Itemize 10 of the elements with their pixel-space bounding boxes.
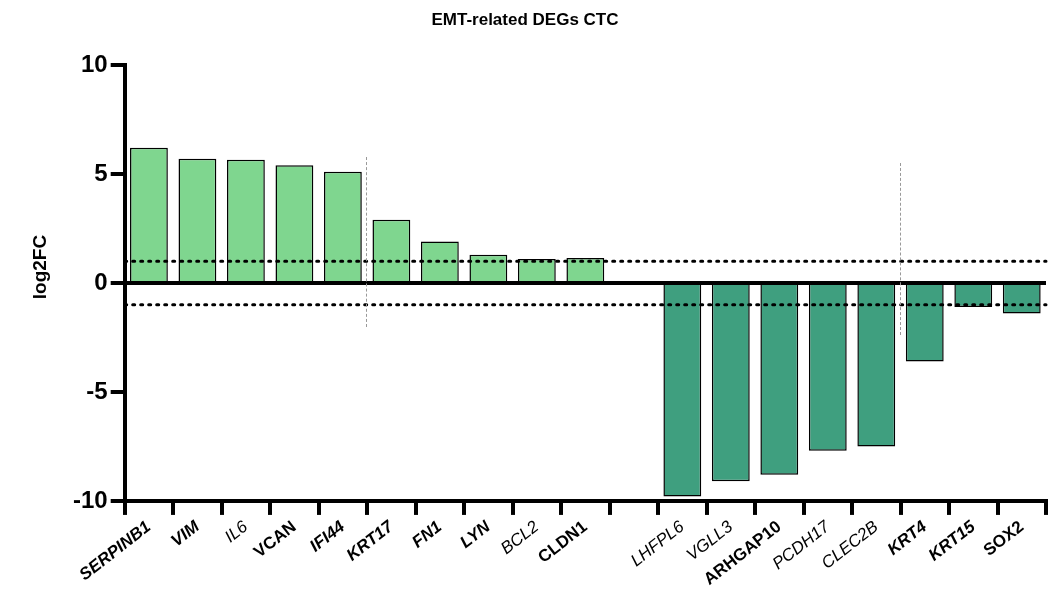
y-tick-label: 10 (80, 49, 108, 77)
y-tick-label: -10 (73, 485, 108, 513)
x-tick-label: IL6 (220, 516, 252, 547)
x-tick-label: FN1 (408, 516, 446, 552)
x-tick-label: VIM (167, 516, 204, 551)
y-tick-label: 0 (94, 267, 108, 295)
chart-title: EMT-related DEGs CTC (430, 10, 620, 30)
y-tick-label: -5 (86, 376, 108, 404)
y-axis-title: log2FC (29, 234, 51, 300)
y-tick-label: 5 (94, 158, 108, 186)
